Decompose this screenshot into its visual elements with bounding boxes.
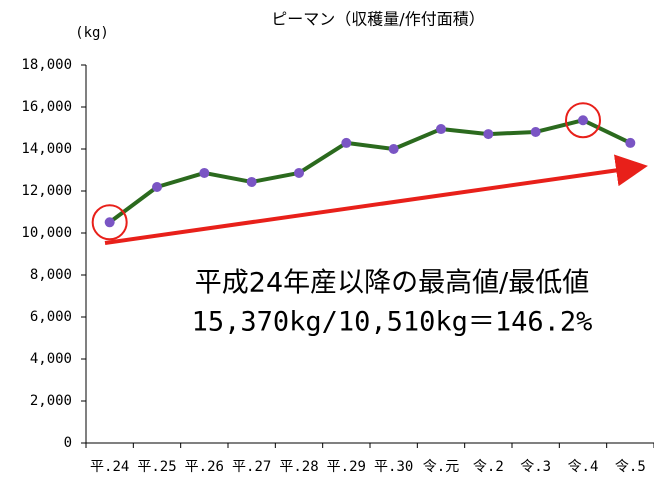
x-tick-label: 令.元 bbox=[423, 459, 459, 475]
y-tick-label: 18,000 bbox=[21, 57, 72, 73]
point bbox=[483, 129, 494, 140]
point bbox=[436, 124, 446, 135]
x-tick-label: 平.27 bbox=[232, 459, 271, 475]
x-tick-label: 平.25 bbox=[137, 459, 176, 475]
point bbox=[199, 167, 210, 178]
y-tick-label: 6,000 bbox=[30, 309, 72, 325]
series-line bbox=[108, 118, 632, 224]
x-tick-label: 令.5 bbox=[615, 459, 646, 475]
x-tick-label: 令.3 bbox=[520, 459, 551, 475]
y-tick-label: 10,000 bbox=[21, 225, 72, 241]
trend-arrow bbox=[104, 154, 648, 245]
highlight-circle bbox=[91, 204, 128, 241]
x-tick-label: 平.29 bbox=[327, 459, 366, 475]
y-tick-label: 14,000 bbox=[21, 141, 72, 157]
point bbox=[246, 176, 257, 187]
annotation: 平成24年産以降の最高値/最低値 bbox=[195, 268, 589, 299]
highlight-circle bbox=[565, 102, 601, 139]
point bbox=[530, 126, 541, 137]
point bbox=[104, 217, 115, 228]
x-tick-label: 令.4 bbox=[568, 459, 599, 475]
y-tick-label: 2,000 bbox=[30, 393, 72, 409]
x-tick-label: 令.2 bbox=[473, 459, 504, 475]
y-tick-label: 4,000 bbox=[30, 351, 72, 367]
y-tick-label: 0 bbox=[64, 435, 72, 451]
point bbox=[388, 144, 399, 154]
point bbox=[578, 115, 588, 126]
x-tick-label: 平.30 bbox=[374, 459, 413, 475]
y-tick-label: 16,000 bbox=[21, 99, 72, 115]
y-unit: (kg) bbox=[75, 25, 109, 41]
point bbox=[294, 167, 304, 178]
point bbox=[341, 137, 352, 148]
x-tick-label: 平.28 bbox=[279, 459, 318, 475]
chart-title: ピーマン（収穫量/作付面積） bbox=[271, 10, 484, 29]
annotation: 15,370kg/10,510kg＝146.2% bbox=[192, 307, 593, 338]
point bbox=[625, 137, 636, 148]
y-tick-label: 12,000 bbox=[21, 183, 72, 199]
y-tick-label: 8,000 bbox=[30, 267, 72, 283]
x-tick-label: 平.24 bbox=[90, 459, 129, 475]
point bbox=[152, 182, 162, 193]
x-tick-label: 平.26 bbox=[185, 459, 224, 475]
